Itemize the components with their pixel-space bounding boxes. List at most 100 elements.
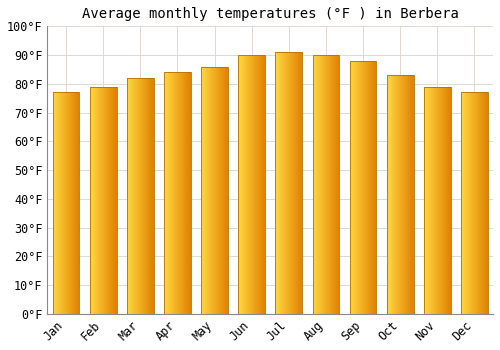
Bar <box>387 75 413 314</box>
Bar <box>182 72 183 314</box>
Bar <box>227 66 228 314</box>
Bar <box>440 87 441 314</box>
Bar <box>312 55 313 314</box>
Bar <box>278 52 279 314</box>
Bar <box>368 61 369 314</box>
Bar <box>296 52 297 314</box>
Bar <box>395 75 396 314</box>
Bar <box>71 92 72 314</box>
Bar <box>57 92 58 314</box>
Bar <box>249 55 250 314</box>
Bar <box>214 66 215 314</box>
Bar <box>202 66 203 314</box>
Bar <box>151 78 152 314</box>
Bar <box>279 52 280 314</box>
Bar <box>474 92 475 314</box>
Bar <box>476 92 477 314</box>
Bar <box>438 87 439 314</box>
Bar <box>409 75 410 314</box>
Bar <box>180 72 181 314</box>
Bar <box>242 55 243 314</box>
Bar <box>56 92 57 314</box>
Bar <box>74 92 75 314</box>
Bar <box>220 66 221 314</box>
Bar <box>67 92 68 314</box>
Bar <box>254 55 255 314</box>
Bar <box>127 78 128 314</box>
Bar <box>292 52 293 314</box>
Bar <box>52 92 53 314</box>
Bar <box>484 92 485 314</box>
Bar <box>68 92 69 314</box>
Bar <box>470 92 472 314</box>
Bar <box>132 78 133 314</box>
Bar <box>436 87 437 314</box>
Bar <box>212 66 213 314</box>
Bar <box>239 55 240 314</box>
Bar <box>413 75 414 314</box>
Title: Average monthly temperatures (°F ) in Berbera: Average monthly temperatures (°F ) in Be… <box>82 7 458 21</box>
Bar <box>187 72 188 314</box>
Bar <box>263 55 264 314</box>
Bar <box>387 75 388 314</box>
Bar <box>425 87 426 314</box>
Bar <box>333 55 334 314</box>
Bar <box>219 66 220 314</box>
Bar <box>291 52 292 314</box>
Bar <box>355 61 356 314</box>
Bar <box>216 66 217 314</box>
Bar <box>468 92 469 314</box>
Bar <box>174 72 176 314</box>
Bar <box>171 72 172 314</box>
Bar <box>301 52 302 314</box>
Bar <box>164 72 165 314</box>
Bar <box>101 87 102 314</box>
Bar <box>178 72 179 314</box>
Bar <box>238 55 239 314</box>
Bar <box>442 87 443 314</box>
Bar <box>424 87 425 314</box>
Bar <box>276 52 302 314</box>
Bar <box>391 75 392 314</box>
Bar <box>289 52 290 314</box>
Bar <box>375 61 376 314</box>
Bar <box>482 92 483 314</box>
Bar <box>352 61 353 314</box>
Bar <box>222 66 223 314</box>
Bar <box>108 87 109 314</box>
Bar <box>283 52 284 314</box>
Bar <box>336 55 337 314</box>
Bar <box>107 87 108 314</box>
Bar <box>293 52 294 314</box>
Bar <box>394 75 395 314</box>
Bar <box>290 52 291 314</box>
Bar <box>152 78 153 314</box>
Bar <box>356 61 357 314</box>
Bar <box>109 87 110 314</box>
Bar <box>364 61 365 314</box>
Bar <box>165 72 166 314</box>
Bar <box>173 72 174 314</box>
Bar <box>448 87 449 314</box>
Bar <box>241 55 242 314</box>
Bar <box>389 75 390 314</box>
Bar <box>397 75 398 314</box>
Bar <box>478 92 479 314</box>
Bar <box>264 55 265 314</box>
Bar <box>66 92 67 314</box>
Bar <box>401 75 402 314</box>
Bar <box>338 55 339 314</box>
Bar <box>325 55 326 314</box>
Bar <box>434 87 435 314</box>
Bar <box>110 87 111 314</box>
Bar <box>209 66 210 314</box>
Bar <box>404 75 405 314</box>
Bar <box>210 66 211 314</box>
Bar <box>332 55 333 314</box>
Bar <box>189 72 190 314</box>
Bar <box>326 55 327 314</box>
Bar <box>185 72 186 314</box>
Bar <box>324 55 325 314</box>
Bar <box>449 87 450 314</box>
Bar <box>247 55 248 314</box>
